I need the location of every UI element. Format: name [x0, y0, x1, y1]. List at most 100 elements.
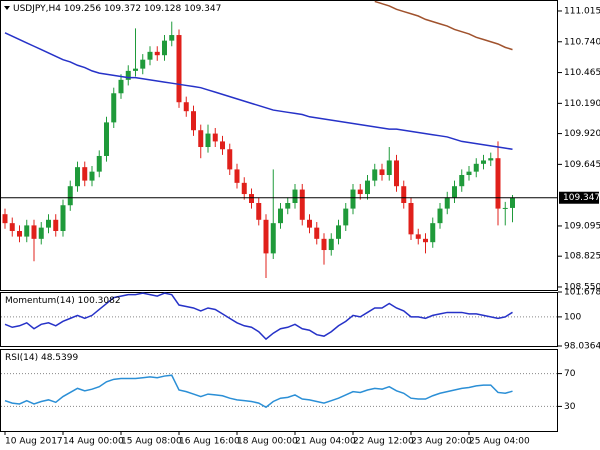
candle-body — [278, 208, 283, 224]
candle-body — [372, 169, 378, 181]
current-price-box — [559, 191, 599, 204]
title-triangle — [4, 6, 10, 10]
candle-body — [408, 203, 414, 235]
candle-body — [17, 230, 22, 237]
candle-body — [459, 175, 465, 187]
y-tick-label: 30 — [564, 402, 576, 412]
candle-body — [510, 197, 515, 208]
moving-average — [4, 32, 513, 150]
candle-body — [249, 194, 254, 203]
candle-body — [147, 51, 153, 60]
candle-body — [60, 205, 66, 231]
indicator-line — [4, 374, 513, 409]
candle-body — [67, 186, 73, 206]
open-value: 109.256 — [64, 4, 101, 14]
candle-body — [133, 68, 138, 71]
candle-body — [321, 238, 327, 251]
candle-body — [415, 234, 421, 239]
y-tick-label: 110.740 — [564, 37, 600, 47]
candle-body — [46, 219, 51, 228]
indicator-name: Momentum(14) — [5, 296, 75, 306]
moving-average — [374, 0, 513, 51]
candle-body — [495, 158, 501, 209]
candle-body — [488, 158, 494, 161]
candle-body — [481, 160, 486, 164]
candle-body — [328, 238, 334, 251]
candle-body — [104, 122, 109, 156]
candle-body — [357, 189, 363, 195]
x-tick-label: 23 Aug 20:00 — [411, 437, 472, 447]
indicator-name: RSI(14) — [5, 353, 38, 363]
indicator-value: 48.5399 — [41, 353, 78, 363]
candle-body — [118, 79, 124, 94]
y-tick-label: 109.920 — [564, 129, 600, 139]
x-tick-label: 18 Aug 00:00 — [237, 437, 298, 447]
candle-body — [140, 59, 146, 69]
high-value: 109.372 — [104, 4, 141, 14]
candle-body — [96, 155, 102, 172]
y-tick-label: 108.825 — [564, 252, 600, 262]
y-tick-label: 108.550 — [564, 282, 600, 292]
y-tick-label: 110.465 — [564, 68, 600, 78]
y-tick-label: 101.6784 — [564, 288, 600, 298]
candle-body — [198, 130, 204, 148]
y-tick-label: 110.190 — [564, 99, 600, 109]
candle-body — [125, 70, 131, 80]
candle-body — [256, 203, 262, 220]
y-tick-label: 111.015 — [564, 6, 600, 16]
candle-body — [183, 102, 189, 112]
x-tick-label: 25 Aug 04:00 — [469, 437, 530, 447]
candle-body — [444, 197, 450, 209]
candle-body — [53, 219, 59, 231]
candle-body — [502, 207, 508, 209]
current-price-label: 109.347 — [563, 193, 600, 203]
candle-body — [169, 35, 175, 41]
low-value: 109.128 — [144, 4, 181, 14]
candle-body — [394, 160, 399, 187]
y-tick-label: 70 — [564, 369, 576, 379]
candle-body — [379, 169, 385, 176]
indicator-value: 100.3082 — [78, 296, 121, 306]
candle-body — [9, 223, 15, 231]
candle-body — [473, 163, 479, 172]
plot-area — [4, 292, 513, 341]
candle-body — [89, 171, 95, 181]
candle-body — [452, 186, 457, 198]
x-tick-label: 16 Aug 16:00 — [179, 437, 240, 447]
candle-body — [82, 167, 88, 181]
x-tick-label: 22 Aug 12:00 — [353, 437, 414, 447]
close-value: 109.347 — [184, 4, 221, 14]
candle-body — [227, 149, 233, 170]
candle-body — [299, 189, 305, 220]
plot-area — [2, 0, 515, 279]
candle-body — [38, 227, 44, 239]
candle-body — [220, 141, 225, 150]
candle-body — [270, 223, 276, 254]
candle-body — [386, 160, 392, 176]
candle-body — [176, 35, 182, 103]
y-tick-label: 109.645 — [564, 160, 600, 170]
x-tick-label: 14 Aug 00:00 — [63, 437, 124, 447]
candle-body — [292, 189, 298, 203]
candle-body — [314, 227, 320, 239]
y-tick-label: 100 — [564, 312, 581, 322]
candle-body — [401, 186, 407, 203]
indicator-line — [4, 292, 513, 341]
candle-body — [241, 182, 247, 195]
rsi-title: RSI(14) 48.5399 — [5, 353, 78, 363]
candle-body — [111, 93, 117, 123]
candle-body — [191, 111, 196, 131]
y-tick-label: 109.095 — [564, 221, 600, 231]
candle-body — [263, 219, 269, 254]
main-title: USDJPY,H4 109.256 109.372 109.128 109.34… — [4, 4, 221, 14]
candle-body — [2, 214, 8, 224]
candle-body — [24, 225, 30, 237]
y-tick-label: 98.0364 — [564, 342, 600, 352]
symbol: USDJPY,H4 — [13, 4, 61, 14]
candle-body — [205, 133, 211, 148]
candle-body — [343, 208, 349, 226]
momentum-panel-frame — [0, 292, 558, 347]
candle-body — [162, 40, 167, 56]
